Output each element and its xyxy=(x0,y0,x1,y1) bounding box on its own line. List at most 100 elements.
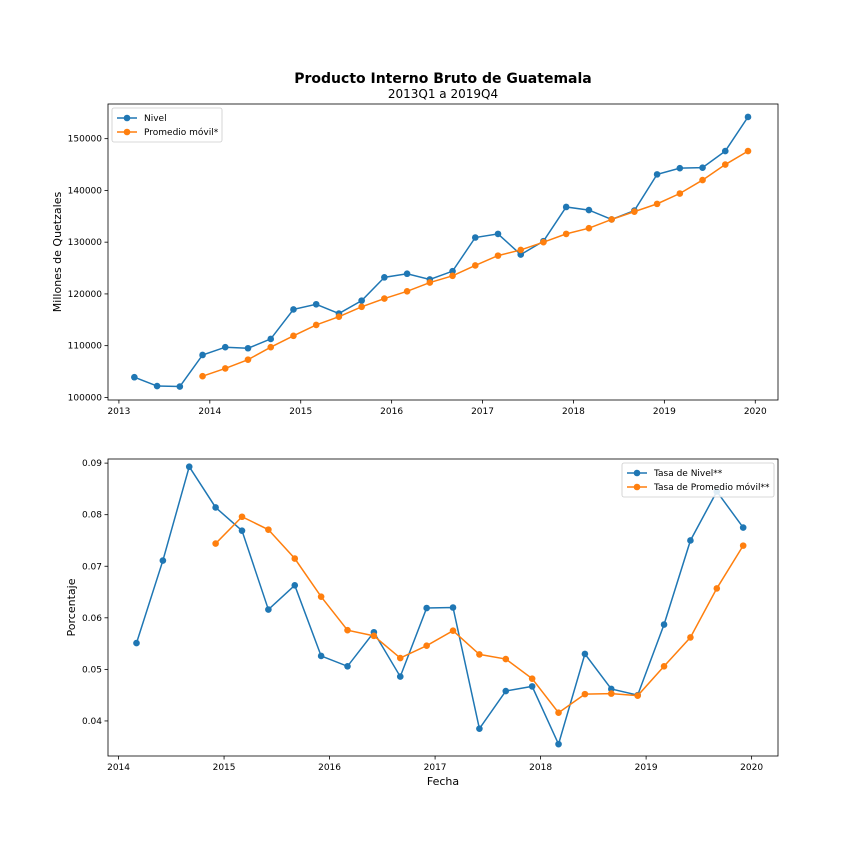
data-point xyxy=(423,604,430,612)
legend: Tasa de Nivel** Tasa de Promedio móvil** xyxy=(621,462,775,498)
data-point xyxy=(562,230,570,238)
data-point xyxy=(344,662,351,670)
y-tick-label: 0.05 xyxy=(82,665,102,675)
data-point xyxy=(660,621,668,628)
data-point xyxy=(528,683,536,690)
data-point xyxy=(159,557,167,564)
data-point xyxy=(581,650,589,658)
data-point xyxy=(358,297,365,304)
data-point xyxy=(540,238,547,246)
data-point xyxy=(739,524,747,531)
x-tick-label: 2015 xyxy=(213,763,236,773)
x-tick-label: 2020 xyxy=(744,407,767,417)
y-tick-label: 110000 xyxy=(68,342,103,352)
data-point xyxy=(653,171,661,178)
data-point xyxy=(555,709,562,716)
x-axis-label: Fecha xyxy=(427,775,459,788)
data-point xyxy=(660,662,668,670)
data-point xyxy=(449,267,456,275)
data-point xyxy=(403,270,411,278)
data-point xyxy=(502,687,510,695)
plot-frame xyxy=(107,458,779,757)
data-point xyxy=(471,234,479,241)
data-point xyxy=(212,504,219,511)
x-tick-label: 2016 xyxy=(318,763,341,773)
data-point xyxy=(494,252,502,259)
data-point xyxy=(317,652,325,660)
data-point xyxy=(244,356,252,363)
legend: Nivel Promedio móvil* xyxy=(111,107,223,143)
data-point xyxy=(676,190,684,197)
data-point xyxy=(502,655,510,663)
data-point xyxy=(721,161,729,168)
legend-label: Tasa de Nivel** xyxy=(653,469,723,479)
data-point xyxy=(744,147,752,155)
data-point xyxy=(370,632,378,640)
x-tick-label: 2019 xyxy=(635,763,658,773)
data-point xyxy=(133,639,140,647)
data-point xyxy=(381,295,388,302)
legend-label: Nivel xyxy=(144,114,167,124)
data-point xyxy=(426,279,434,286)
data-point xyxy=(199,351,206,359)
data-point xyxy=(358,303,365,311)
data-point xyxy=(423,642,430,649)
y-tick-label: 0.04 xyxy=(82,717,102,727)
data-point xyxy=(265,606,272,613)
legend-box xyxy=(621,462,775,498)
data-point xyxy=(581,690,589,698)
y-axis-label: Millones de Quetzales xyxy=(51,192,64,313)
data-point xyxy=(176,383,184,390)
data-point xyxy=(744,113,752,121)
data-point xyxy=(290,332,297,340)
data-point xyxy=(471,262,479,269)
data-point xyxy=(312,300,320,308)
y-tick-label: 130000 xyxy=(68,238,103,248)
data-point xyxy=(403,288,411,295)
data-point xyxy=(185,463,193,471)
x-tick-label: 2019 xyxy=(653,407,676,417)
plot-frame xyxy=(107,103,779,401)
data-point xyxy=(131,373,138,381)
legend-label: Tasa de Promedio móvil** xyxy=(653,482,770,493)
data-point xyxy=(608,216,615,223)
y-tick-label: 0.06 xyxy=(82,614,102,624)
x-tick-label: 2018 xyxy=(562,407,585,417)
x-tick-label: 2020 xyxy=(740,763,763,773)
x-tick-label: 2014 xyxy=(107,763,130,773)
figure-subtitle: 2013Q1 a 2019Q4 xyxy=(388,87,498,101)
legend-marker xyxy=(123,114,131,122)
y-tick-label: 140000 xyxy=(68,186,103,196)
data-point xyxy=(238,527,246,534)
data-point xyxy=(291,582,299,589)
data-point xyxy=(396,654,404,662)
data-point xyxy=(562,203,570,211)
data-point xyxy=(607,690,615,697)
data-point xyxy=(290,306,297,313)
data-point xyxy=(312,321,320,329)
data-point xyxy=(267,343,275,351)
legend-label: Promedio móvil* xyxy=(144,127,219,138)
x-tick-label: 2017 xyxy=(471,407,494,417)
data-point xyxy=(396,673,404,680)
legend-marker xyxy=(633,483,641,491)
data-point xyxy=(739,542,747,549)
data-point xyxy=(687,634,694,641)
series-line-1 xyxy=(134,116,749,388)
data-point xyxy=(585,206,593,214)
data-point xyxy=(494,230,502,238)
data-point xyxy=(585,224,593,232)
y-tick-label: 100000 xyxy=(68,393,103,403)
data-point xyxy=(634,692,641,699)
x-tick-label: 2014 xyxy=(198,407,221,417)
data-point xyxy=(713,585,721,592)
data-point xyxy=(607,685,615,693)
y-tick-label: 0.09 xyxy=(82,459,102,469)
data-point xyxy=(221,365,229,372)
y-tick-label: 0.07 xyxy=(82,562,102,572)
data-point xyxy=(244,344,252,352)
data-point xyxy=(265,526,272,533)
y-tick-label: 0.08 xyxy=(82,511,102,521)
data-point xyxy=(699,164,706,171)
